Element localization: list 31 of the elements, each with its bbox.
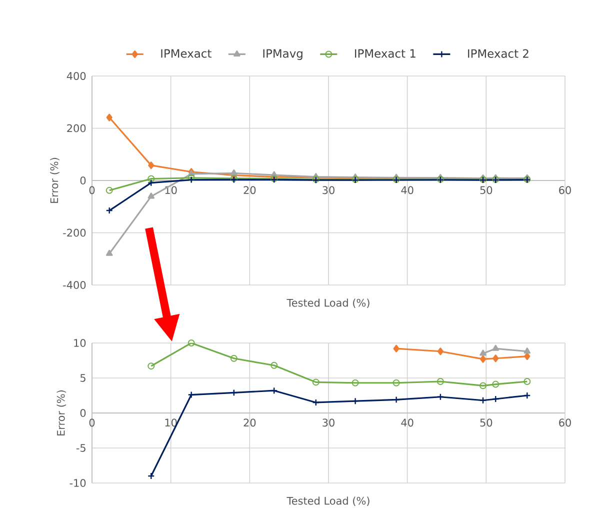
x-tick-label: 20 <box>244 418 256 427</box>
x-tick-label: 50 <box>480 186 492 194</box>
y-tick-label: -400 <box>63 281 86 289</box>
y-tick-label: 200 <box>67 124 86 132</box>
y-tick-label: 0 <box>80 409 86 417</box>
x-tick-label: 0 <box>89 418 95 427</box>
y-axis-title: Error (%) <box>50 158 60 203</box>
y-tick-label: 0 <box>80 176 86 184</box>
x-tick-label: 50 <box>480 418 492 427</box>
legend-label: IPMexact 2 <box>468 49 528 58</box>
x-tick-label: 20 <box>244 186 256 194</box>
legend-label: IPMexact <box>161 49 212 58</box>
x-axis-title: Tested Load (%) <box>286 298 370 308</box>
x-tick-label: 60 <box>559 186 571 194</box>
y-tick-label: 400 <box>66 72 86 80</box>
y-tick-label: 5 <box>80 374 86 382</box>
x-axis-title: Tested Load (%) <box>286 496 370 506</box>
y-tick-label: 10 <box>74 339 86 347</box>
x-tick-label: 40 <box>401 418 414 427</box>
x-tick-label: 0 <box>89 186 95 194</box>
legend-label: IPMavg <box>263 49 302 60</box>
x-tick-label: 30 <box>322 418 334 427</box>
legend-label: IPMexact 1 <box>355 49 416 58</box>
x-tick-label: 60 <box>559 418 571 427</box>
y-tick-label: -5 <box>76 444 86 452</box>
y-tick-label: -10 <box>70 479 86 487</box>
x-tick-label: 40 <box>401 186 414 194</box>
y-tick-label: -200 <box>63 228 86 237</box>
y-axis-title: Error (%) <box>56 390 66 436</box>
x-tick-label: 30 <box>322 186 334 194</box>
x-tick-label: 10 <box>165 186 177 194</box>
